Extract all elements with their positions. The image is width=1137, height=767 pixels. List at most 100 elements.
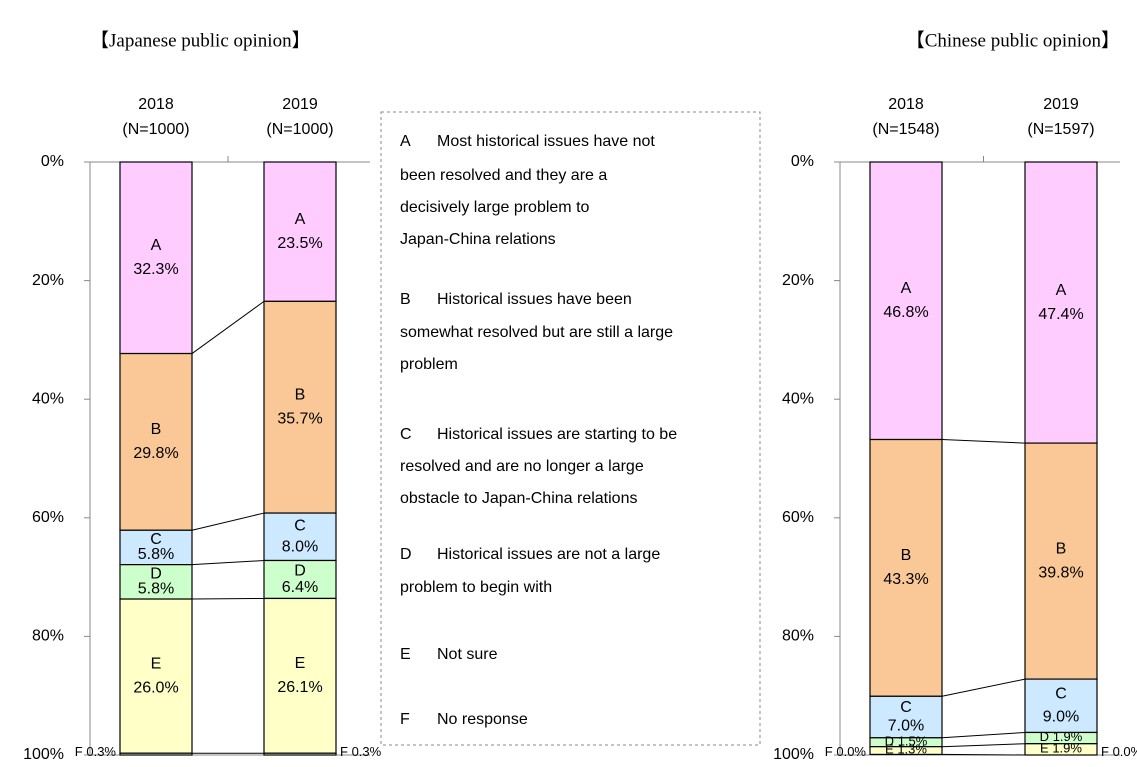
bar-segment (263, 161, 337, 302)
value-label: D 1.9% (1040, 730, 1083, 745)
segment-name: F (1101, 744, 1109, 759)
value-label: 1.3% (897, 742, 927, 757)
segment-name: E (885, 742, 894, 757)
connector (941, 678, 1026, 697)
legend-key: B (400, 291, 411, 308)
segment-name: F (825, 744, 833, 759)
value-label: 32.3% (133, 261, 178, 278)
segment-name: B (901, 547, 912, 564)
bar-segment (1024, 743, 1098, 756)
value-label: 6.4% (282, 579, 318, 596)
y-tick-label: 0% (41, 153, 64, 170)
bar-segment (119, 529, 193, 566)
y-tick-label: 20% (32, 272, 64, 289)
bar-segment (869, 695, 943, 739)
segment-name: D (294, 562, 306, 579)
segment-name: D (885, 734, 894, 749)
segment-name: A (901, 280, 912, 297)
bar-segment (119, 352, 193, 531)
connector (191, 300, 265, 354)
x-tick-label: 2018 (888, 96, 924, 113)
segment-name: C (1055, 685, 1067, 702)
bar-segment (1024, 442, 1098, 680)
value-label: 1.5% (898, 734, 928, 749)
y-tick-label: 20% (782, 272, 814, 289)
bar-segment (263, 752, 337, 756)
value-label: F 0.3% (75, 744, 117, 759)
segment-name: A (151, 237, 162, 254)
bar-segment (869, 746, 943, 756)
y-tick-label: 100% (773, 746, 814, 763)
bar-segment (869, 438, 943, 697)
value-label: 0.3% (86, 744, 116, 759)
segment-name: C (294, 518, 306, 535)
bar-segment (263, 559, 337, 600)
value-label: 1.9% (1053, 730, 1083, 745)
legend-text: No response (437, 711, 528, 728)
value-label: 39.8% (1038, 564, 1083, 581)
bar-segment (1024, 678, 1098, 734)
y-tick-label: 0% (791, 153, 814, 170)
legend-key: C (400, 426, 412, 443)
bar-segment (263, 597, 337, 754)
value-label: E 1.3% (885, 742, 927, 757)
legend-text: Japan-China relations (400, 231, 556, 248)
connector (191, 559, 265, 566)
segment-name: B (1056, 540, 1067, 557)
y-tick-label: 40% (782, 390, 814, 407)
connector (941, 753, 1026, 756)
bar-segment (119, 598, 193, 754)
bar-segment (119, 752, 193, 756)
segment-name: B (151, 421, 162, 438)
connector (941, 743, 1026, 748)
legend-text: somewhat resolved but are still a large (400, 324, 673, 341)
connector (191, 512, 265, 531)
segment-name: F (75, 744, 83, 759)
value-label: 46.8% (883, 304, 928, 321)
value-label: 47.4% (1038, 306, 1083, 323)
bar-segment (119, 564, 193, 600)
value-label: 26.0% (133, 679, 178, 696)
value-label: 35.7% (277, 410, 322, 427)
legend-text: Historical issues have been (437, 291, 632, 308)
legend-text: Historical issues are starting to be (437, 426, 677, 443)
segment-name: C (900, 699, 912, 716)
segment-name: E (1040, 741, 1049, 756)
value-label: 5.8% (138, 546, 174, 563)
bar-segment (869, 161, 943, 441)
value-label: 23.5% (277, 235, 322, 252)
y-tick-label: 100% (23, 746, 64, 763)
y-tick-label: 40% (32, 390, 64, 407)
legend-text: problem (400, 356, 458, 373)
value-label: 9.0% (1043, 709, 1079, 726)
value-label: 0.0% (1113, 744, 1137, 759)
legend-text: Historical issues are not a large (437, 546, 660, 563)
connector (941, 731, 1026, 739)
bar-segment (263, 512, 337, 562)
legend-text: problem to begin with (400, 579, 552, 596)
x-tick-label: 2018 (138, 96, 174, 113)
segment-name: E (151, 655, 162, 672)
connector (941, 439, 1026, 444)
legend-key: F (400, 711, 410, 728)
value-label: 26.1% (277, 679, 322, 696)
legend-box (380, 111, 761, 746)
value-label: 7.0% (888, 717, 924, 734)
legend-text: Not sure (437, 646, 498, 663)
bar-segment (1024, 161, 1098, 444)
x-tick-sublabel: (N=1000) (122, 121, 189, 138)
x-tick-label: 2019 (282, 96, 318, 113)
legend-text: obstacle to Japan-China relations (400, 490, 637, 507)
segment-name: A (295, 211, 306, 228)
y-tick-label: 80% (32, 628, 64, 645)
value-label: F 0.0% (825, 744, 867, 759)
x-tick-label: 2019 (1043, 96, 1079, 113)
y-tick-label: 60% (782, 509, 814, 526)
value-label: 0.0% (836, 744, 866, 759)
y-tick-label: 80% (782, 628, 814, 645)
value-label: 1.9% (1052, 741, 1082, 756)
legend-text: been resolved and they are a (400, 167, 607, 184)
legend-text: resolved and are no longer a large (400, 458, 644, 475)
value-label: 8.0% (282, 538, 318, 555)
bar-segment (119, 161, 193, 355)
